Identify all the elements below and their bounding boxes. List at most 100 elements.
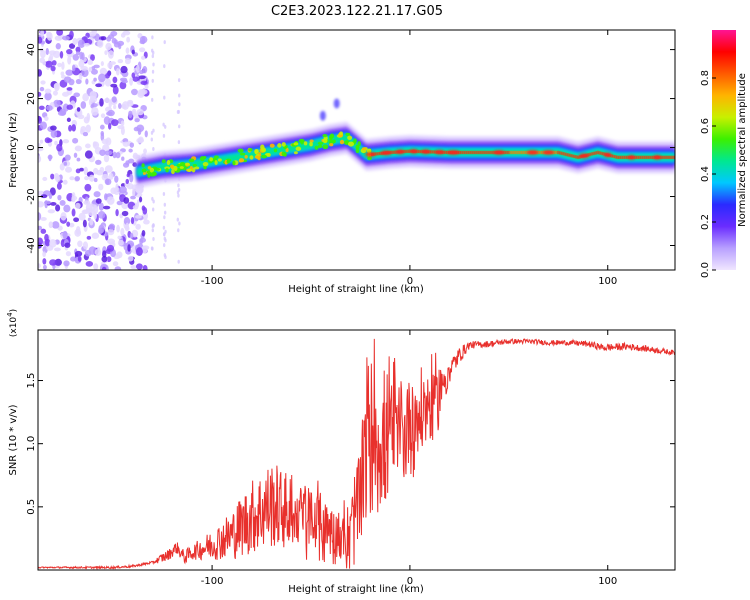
spectrogram-noise-cell	[115, 152, 121, 159]
spectrogram-noise-cell	[151, 54, 154, 59]
spectrogram-noise-cell	[54, 35, 63, 41]
spectrogram-noise-cell	[106, 111, 113, 116]
spectrogram-noise-cell	[177, 78, 181, 83]
spectrogram-ridge-speckle	[262, 147, 267, 153]
spectrogram-x-ticks: -100 0 100	[201, 30, 617, 287]
spectrogram-noise-cell	[178, 124, 181, 129]
spectrogram-noise-cell	[38, 147, 44, 152]
spectrogram-noise-cell	[77, 255, 82, 262]
spectrogram-ridge-speckle	[303, 141, 308, 146]
spectrogram-noise-cell	[97, 211, 106, 219]
spectrogram-noise-cell	[177, 183, 180, 188]
spectrogram-noise-cell	[121, 156, 125, 161]
spectrogram-noise-cell	[121, 79, 128, 84]
spectrogram-ridge-speckle	[237, 148, 244, 153]
spectrogram-noise-cell	[68, 222, 75, 228]
spectrogram-ridge-speckle	[285, 147, 289, 153]
spectrogram-noise-cell	[162, 133, 166, 138]
spectrogram-y-tick-label: 40	[26, 43, 37, 56]
spectrogram-y-tick-label: 0	[26, 144, 37, 150]
spectrogram-noise-cell	[85, 261, 94, 267]
spectrogram-noise-cell	[38, 69, 42, 77]
spectrogram-x-tick-label: -100	[201, 276, 224, 287]
spectrogram-noise-cell	[176, 110, 180, 115]
spectrogram-ridge-speckle	[283, 152, 287, 157]
spectrogram-noise-cell	[51, 60, 57, 66]
spectrogram-noise-cell	[60, 71, 65, 76]
spectrogram-noise-cell	[104, 165, 113, 173]
spectrogram-noise-cell	[38, 116, 43, 124]
spectrogram-noise-cell	[123, 217, 131, 226]
spectrogram-noise-cell	[97, 39, 104, 48]
spectrogram-ridge-speckle	[273, 148, 278, 153]
spectrogram-noise-cell	[134, 214, 142, 219]
spectrogram-noise-cell	[89, 90, 97, 100]
spectrogram-noise-cell	[38, 201, 45, 208]
spectrogram-noise-cell	[45, 60, 53, 68]
spectrogram-noise-cell	[150, 97, 154, 102]
spectrogram-noise-cell	[59, 50, 64, 59]
spectrogram-y-tick-label: -40	[26, 237, 37, 253]
spectrogram-noise-cell	[135, 263, 143, 270]
spectrogram-noise-cell	[93, 177, 98, 183]
spectrogram-frame	[37, 29, 676, 271]
snr-x-tick-label: 100	[598, 576, 617, 587]
spectrogram-noise-cell	[124, 57, 131, 65]
snr-panel: -100 0 100 0.5 1.0 1.5 Height of straight li…	[6, 309, 676, 595]
spectrogram-ridge-speckle	[248, 148, 253, 152]
spectrogram-peak	[603, 152, 612, 158]
spectrogram-noise-cell	[112, 76, 118, 84]
spectrogram-peak	[380, 150, 392, 156]
spectrogram-noise-cell	[83, 42, 90, 47]
spectrogram-peak	[435, 149, 445, 155]
spectrogram-noise-cell	[57, 110, 66, 116]
spectrogram-noise-cell	[108, 122, 112, 130]
spectrogram-noise-cell	[65, 251, 72, 257]
spectrogram-noise-cell	[88, 31, 97, 37]
spectrogram-ridge-speckle	[226, 160, 231, 164]
spectrogram-ridge-speckle	[348, 141, 354, 147]
spectrogram-noise-cell	[113, 104, 117, 110]
spectrogram-noise-cell	[44, 92, 52, 101]
spectrogram-noise-cell	[77, 39, 86, 48]
spectrogram-peak	[542, 150, 554, 155]
spectrogram-noise-cell	[77, 240, 83, 248]
spectrogram-noise-cell	[75, 78, 82, 85]
spectrogram-noise-cell	[66, 104, 73, 110]
spectrogram-noise-cell	[71, 64, 76, 72]
spectrogram-noise-cell	[85, 124, 91, 133]
spectrogram-noise-cell	[52, 90, 58, 96]
spectrogram-peak	[365, 152, 376, 157]
spectrogram-ridge-speckle	[185, 162, 190, 166]
colorbar-tick-label: 0.8	[700, 70, 711, 86]
spectrogram-noise-cell	[76, 107, 81, 112]
colorbar-tick-label: 0.2	[700, 214, 711, 230]
spectrogram-noise-cell	[139, 70, 144, 75]
spectrogram-noise-cell	[38, 190, 45, 196]
spectrogram-ridge-speckle	[149, 173, 156, 177]
spectrogram-noise-cell	[40, 194, 48, 199]
spectrogram-noise-cell	[107, 228, 115, 236]
spectrogram-noise-cell	[104, 150, 113, 156]
spectrogram-noise-cell	[76, 157, 81, 162]
spectrogram-noise-cell	[150, 246, 154, 251]
snr-series-line	[38, 338, 675, 570]
spectrogram-noise-cell	[54, 247, 61, 252]
spectrogram-noise-cell	[114, 266, 122, 270]
spectrogram-noise-cell	[46, 105, 53, 111]
spectrogram-noise-cell	[163, 40, 166, 45]
spectrogram-y-tick-label: -20	[26, 188, 37, 204]
snr-plot-area	[38, 338, 675, 570]
spectrogram-ridge-speckle	[147, 172, 151, 178]
spectrogram-ridge-speckle	[309, 141, 313, 147]
spectrogram-noise-cell	[51, 221, 60, 229]
spectrogram-noise-cell	[72, 137, 79, 144]
spectrogram-noise-cell	[63, 260, 70, 267]
spectrogram-noise-cell	[151, 78, 154, 83]
spectrogram-x-tick-label: 0	[407, 276, 413, 287]
spectrogram-noise-cell	[84, 176, 90, 181]
spectrogram-noise-cell	[102, 205, 111, 210]
spectrogram-noise-cell	[111, 119, 119, 127]
spectrogram-noise-cell	[89, 218, 94, 226]
spectrogram-ridge-speckle	[141, 168, 147, 173]
